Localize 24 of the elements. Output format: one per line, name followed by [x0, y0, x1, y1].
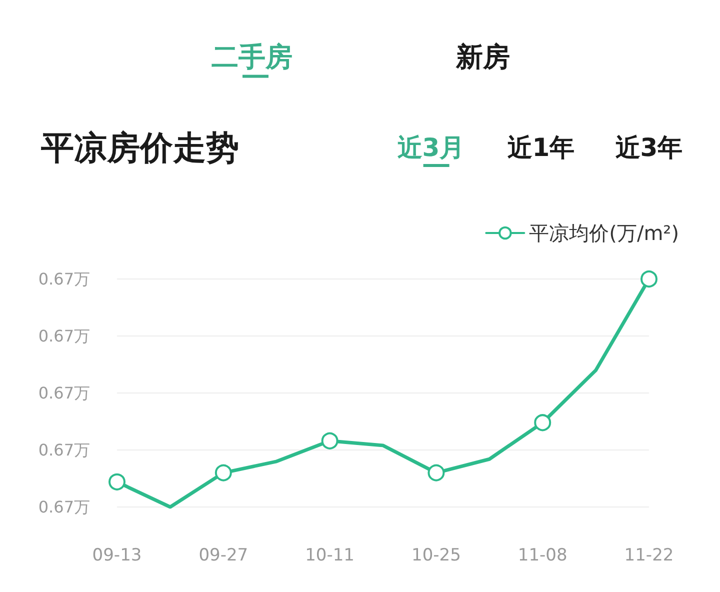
x-tick-label: 11-08: [518, 546, 568, 566]
x-tick-label: 09-13: [92, 546, 142, 566]
x-tick-label: 10-25: [411, 546, 461, 566]
text: 0.67万: [38, 326, 90, 346]
point: [321, 432, 338, 450]
text: 0.67万: [38, 383, 90, 403]
text: 新房: [456, 42, 510, 74]
x-tick-label: 11-22: [624, 546, 674, 566]
text: 0.67万: [38, 497, 90, 517]
x-tick-label: 10-11: [305, 546, 355, 566]
point: [108, 473, 126, 490]
text: 近3月: [397, 133, 465, 163]
text: 0.67万: [38, 440, 90, 460]
text: 二手房: [212, 42, 292, 74]
legend-label: 平凉均价(万/m²): [529, 221, 679, 245]
text: 近1年: [507, 133, 575, 163]
point: [428, 464, 445, 482]
point: [534, 414, 552, 432]
x-tick-label: 09-27: [198, 546, 248, 566]
text: 近3年: [615, 133, 683, 163]
text: 0.67万: [38, 269, 90, 289]
chart-title: 平凉房价走势: [40, 128, 239, 167]
point: [214, 464, 232, 482]
point: [640, 270, 658, 288]
